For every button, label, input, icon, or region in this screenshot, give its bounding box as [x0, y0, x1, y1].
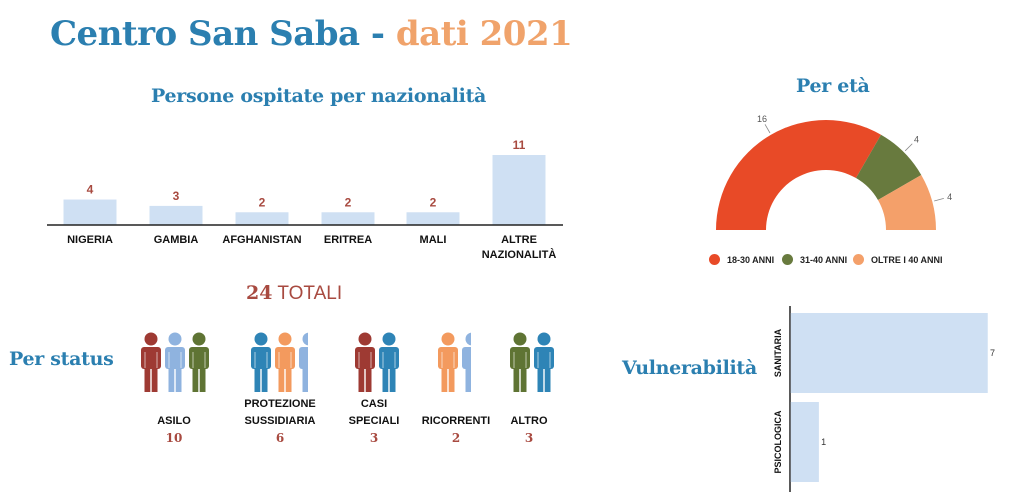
nationality-bar: [492, 155, 546, 225]
nationality-category-label: GAMBIA: [154, 234, 199, 246]
legend-label: 18-30 ANNI: [727, 254, 775, 265]
legend-dot-icon: [782, 254, 793, 265]
person-icon: [165, 332, 185, 392]
status-count-casi-speciali: 3: [369, 431, 379, 445]
nationality-value-label: 2: [430, 195, 437, 209]
total-number: 24: [246, 282, 273, 304]
title-year: dati 2021: [395, 14, 573, 54]
vulnerability-value-label: 1: [821, 437, 826, 447]
nationality-bar: [149, 205, 203, 225]
person-icon: [189, 332, 209, 392]
age-legend-item-mid: 31-40 ANNI: [782, 254, 847, 265]
legend-dot-icon: [709, 254, 720, 265]
nationality-value-label: 11: [513, 138, 526, 152]
age-value-label: 4: [947, 192, 952, 202]
nationality-category-label: ERITREA: [324, 234, 372, 246]
person-icon: [251, 332, 271, 392]
person-icon: [462, 332, 471, 392]
nationality-value-label: 3: [173, 189, 180, 203]
vulnerability-value-label: 7: [990, 348, 995, 358]
status-count-altro: 3: [524, 431, 534, 445]
status-label-altro: ALTRO: [510, 415, 548, 427]
status-label-ricorrenti: RICORRENTI: [421, 415, 491, 427]
person-icon: [141, 332, 161, 392]
status-label-asilo: ASILO: [157, 415, 191, 427]
nationality-category-label: MALI: [420, 234, 447, 246]
age-slice: [856, 134, 922, 200]
legend-label: 31-40 ANNI: [800, 254, 848, 265]
nationality-category-label: NAZIONALITÀ: [482, 248, 557, 261]
person-icon: [438, 332, 458, 392]
total-count: 24 TOTALI: [246, 282, 342, 305]
vulnerability-category-label: PSICOLOGICA: [773, 410, 783, 474]
legend-label: OLTRE I 40 ANNI: [871, 254, 943, 265]
nationality-category-label: ALTRE: [501, 234, 537, 246]
title-main: Centro San Saba: [50, 14, 360, 54]
nationality-heading: Persone ospitate per nazionalità: [151, 85, 487, 107]
status-people-icons: [141, 332, 554, 392]
person-icon: [355, 332, 375, 392]
title-separator: -: [359, 14, 396, 54]
age-legend-item-young: 18-30 ANNI: [709, 254, 774, 265]
nationality-category-label: AFGHANISTAN: [222, 234, 301, 246]
vulnerability-bar: [790, 313, 988, 393]
vulnerability-heading: Vulnerabilità: [622, 357, 757, 379]
nationality-bar: [235, 212, 289, 225]
legend-dot-icon: [853, 254, 864, 265]
total-label: TOTALI: [277, 283, 343, 304]
age-legend-item-old: OLTRE I 40 ANNI: [853, 254, 943, 265]
status-count-asilo: 10: [165, 431, 183, 445]
status-label-protezione: PROTEZIONE SUSSIDIARIA: [244, 398, 316, 427]
nationality-value-label: 2: [259, 195, 266, 209]
nationality-value-label: 4: [87, 183, 94, 197]
age-slice: [877, 175, 936, 230]
page-title: Centro San Saba - dati 2021: [50, 14, 573, 54]
vulnerability-bar-chart: 7 SANITARIA 1 PSICOLOGICA: [773, 306, 995, 492]
nationality-value-label: 2: [345, 195, 352, 209]
person-icon: [379, 332, 399, 392]
age-leader-line: [764, 124, 771, 134]
person-icon: [275, 332, 295, 392]
vulnerability-bar: [790, 402, 819, 482]
nationality-category-label: NIGERIA: [67, 234, 113, 246]
age-value-label: 16: [757, 114, 767, 124]
vulnerability-category-label: SANITARIA: [773, 328, 783, 377]
status-count-ricorrenti: 2: [451, 431, 461, 445]
age-heading: Per età: [796, 75, 870, 97]
person-icon: [534, 332, 554, 392]
nationality-bar-chart: 4 NIGERIA 3 GAMBIA 2 AFGHANISTAN 2 ERITREA 2 MALI…: [47, 138, 563, 261]
nationality-bar: [321, 212, 375, 225]
age-leader-line: [904, 143, 913, 152]
nationality-bar: [63, 199, 117, 225]
nationality-bar: [406, 212, 460, 225]
status-heading: Per status: [9, 348, 114, 370]
person-icon: [510, 332, 530, 392]
age-value-label: 4: [914, 134, 919, 144]
person-icon: [299, 332, 308, 392]
status-label-casi-speciali: CASI SPECIALI: [348, 398, 400, 427]
status-count-protezione: 6: [275, 431, 285, 445]
age-leader-line: [934, 198, 944, 202]
age-slice: [716, 120, 881, 230]
